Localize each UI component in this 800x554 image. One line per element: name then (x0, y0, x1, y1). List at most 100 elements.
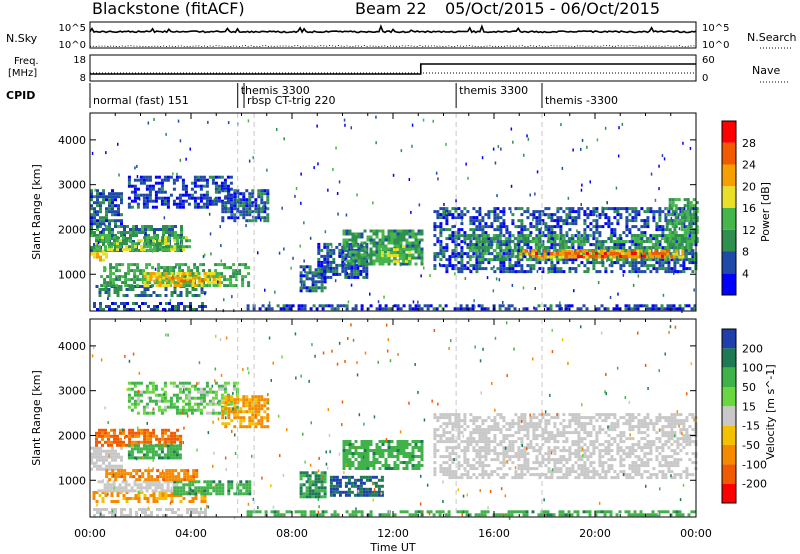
scatter-cell (125, 443, 128, 447)
scatter-cell (475, 225, 479, 229)
scatter-cell (97, 489, 101, 493)
scatter-cell (151, 184, 155, 188)
scatter-cell (148, 396, 152, 400)
scatter-cell (408, 262, 412, 266)
scatter-cell (108, 452, 111, 456)
scatter-cell (133, 402, 137, 406)
scatter-cell (511, 264, 515, 268)
scatter-cell (93, 234, 96, 237)
scatter-cell (152, 500, 156, 503)
scatter-cell (615, 307, 619, 311)
scatter-cell (607, 219, 611, 223)
scatter-cell (383, 254, 387, 258)
scatter-cell (137, 434, 141, 438)
scatter-cell (263, 219, 267, 223)
scatter-cell (547, 225, 551, 229)
scatter-cell (245, 492, 249, 496)
scatter-cell (460, 213, 464, 217)
scatter-cell (166, 199, 170, 203)
scatter-cell (140, 294, 144, 297)
scatter-cell (314, 271, 318, 275)
scatter-cell (133, 269, 137, 273)
noise-speck (616, 208, 618, 212)
scatter-cell (120, 511, 123, 514)
scatter-cell (531, 510, 535, 514)
scatter-cell (214, 175, 218, 179)
scatter-cell (420, 513, 424, 517)
scatter-cell (558, 251, 562, 255)
scatter-cell (201, 305, 204, 308)
scatter-cell (571, 246, 575, 250)
scatter-cell (148, 193, 152, 197)
scatter-cell (541, 231, 545, 235)
scatter-cell (167, 284, 171, 287)
scatter-cell (199, 196, 203, 200)
scatter-cell (571, 207, 575, 211)
scatter-cell (142, 390, 146, 394)
scatter-cell (405, 253, 409, 257)
scatter-cell (408, 241, 412, 245)
scatter-cell (683, 228, 687, 232)
scatter-cell (592, 225, 596, 229)
noise-speck (512, 140, 514, 144)
scatter-cell (136, 456, 140, 460)
scatter-cell (502, 213, 506, 217)
scatter-cell (148, 190, 152, 194)
scatter-cell (168, 478, 172, 482)
scatter-cell (550, 225, 554, 229)
scatter-cell (688, 231, 692, 235)
scatter-cell (96, 192, 99, 196)
scatter-cell (145, 263, 149, 267)
scatter-cell (336, 513, 340, 517)
scatter-cell (585, 510, 589, 514)
scatter-cell (206, 281, 210, 284)
scatter-cell (178, 175, 182, 179)
scatter-cell (202, 205, 206, 209)
scatter-cell (202, 175, 206, 179)
scatter-cell (574, 258, 578, 262)
scatter-cell (498, 252, 502, 255)
scatter-cell (117, 192, 120, 196)
scatter-cell (238, 269, 242, 273)
scatter-cell (561, 513, 565, 517)
scatter-cell (190, 193, 194, 197)
scatter-cell (680, 207, 684, 211)
scatter-cell (309, 307, 313, 311)
scatter-cell (402, 232, 406, 236)
scatter-cell (507, 307, 511, 311)
scatter-cell (172, 453, 176, 457)
scatter-cell (185, 492, 189, 496)
scatter-cell (184, 408, 188, 412)
scatter-cell (615, 304, 619, 308)
scatter-cell (105, 237, 108, 240)
scatter-cell (639, 240, 643, 243)
scatter-cell (643, 270, 647, 274)
scatter-cell (190, 384, 194, 388)
scatter-cell (693, 307, 697, 311)
scatter-cell (123, 308, 126, 311)
scatter-cell (640, 231, 644, 235)
scatter-cell (185, 236, 189, 240)
scatter-cell (534, 240, 538, 243)
scatter-cell (377, 257, 381, 261)
scatter-cell (472, 228, 476, 232)
scatter-cell (472, 222, 476, 226)
scatter-cell (528, 258, 532, 261)
scatter-cell (192, 279, 196, 283)
scatter-cell (172, 456, 176, 460)
scatter-cell (417, 253, 421, 257)
noise-speck (209, 232, 212, 236)
scatter-cell (191, 483, 195, 487)
scatter-cell (163, 178, 167, 182)
scatter-cell (399, 307, 403, 311)
scatter-cell (674, 198, 678, 202)
scatter-cell (311, 271, 315, 275)
scatter-cell (143, 284, 147, 287)
scatter-cell (544, 222, 548, 226)
scatter-cell (688, 267, 692, 271)
scatter-cell (188, 245, 192, 249)
scatter-cell (555, 251, 559, 255)
scatter-cell (481, 261, 485, 265)
scatter-cell (496, 234, 500, 238)
